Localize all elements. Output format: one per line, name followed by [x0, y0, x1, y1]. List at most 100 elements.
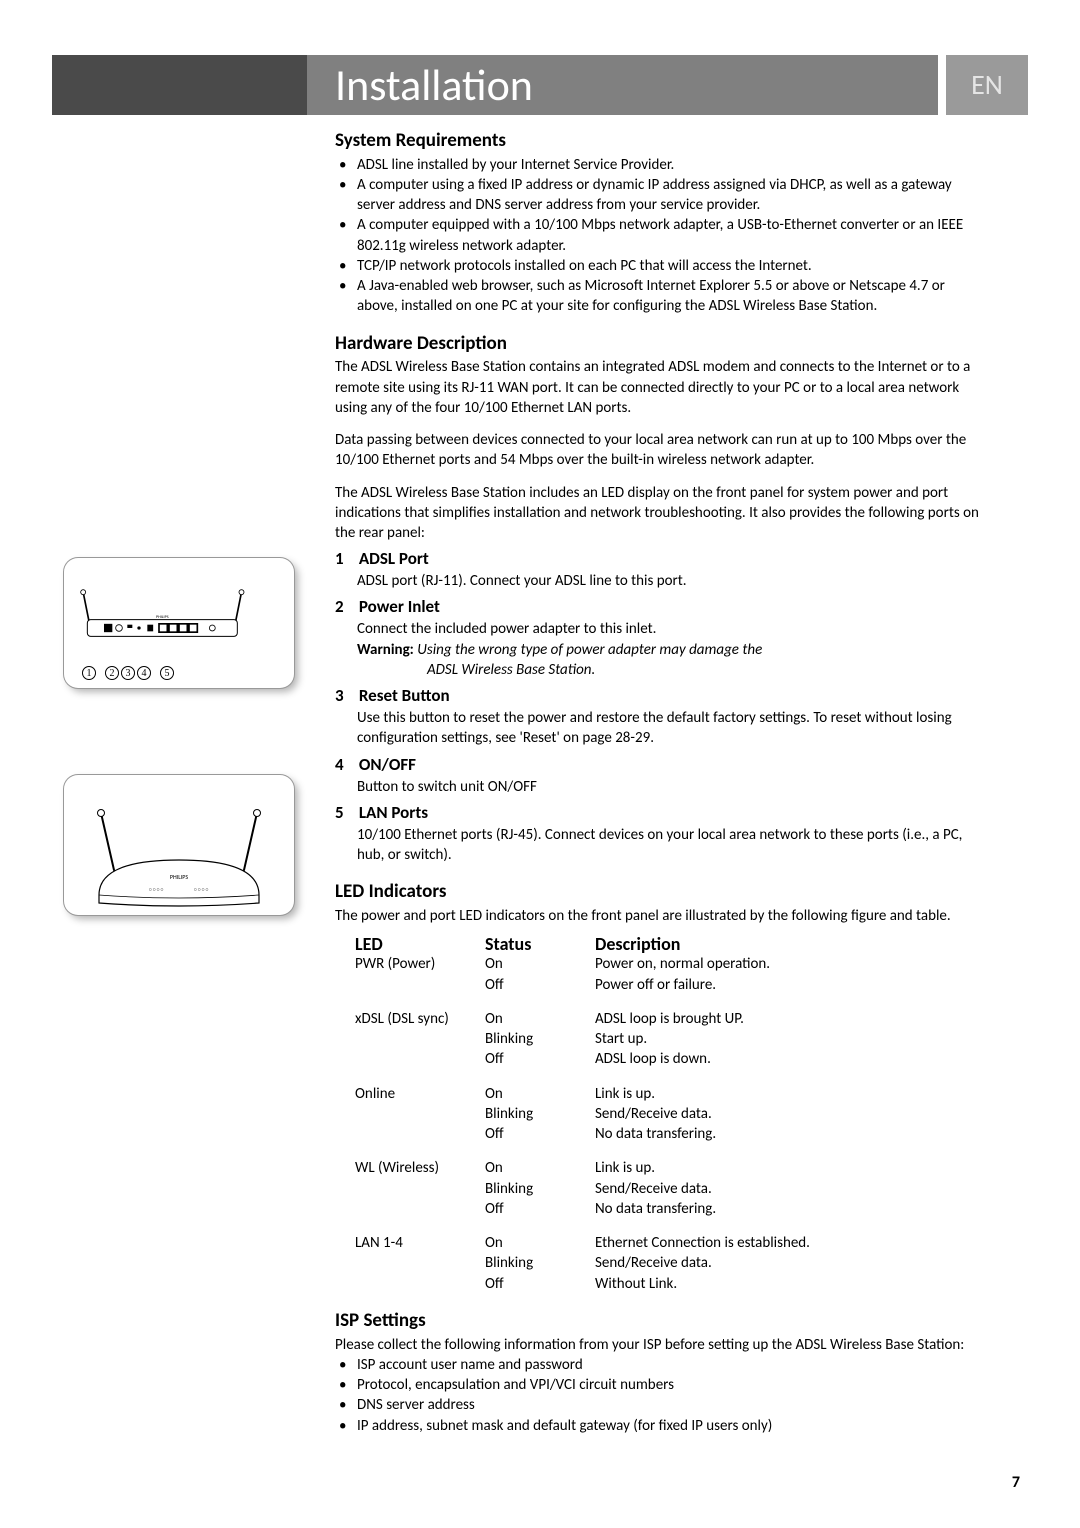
table-row: LAN 1-4OnEthernet Connection is establis… — [355, 1233, 965, 1294]
table-subrow: PWR (Power)OnPower on, normal operation. — [355, 954, 965, 974]
table-subrow: OffPower off or failure. — [355, 975, 965, 995]
table-subrow: WL (Wireless)OnLink is up. — [355, 1158, 965, 1178]
table-header-row: LED Status Description — [355, 932, 965, 956]
heading-adsl-port: 1 ADSL Port — [335, 548, 983, 571]
col-header-led: LED — [355, 932, 485, 956]
cell-led — [355, 1049, 485, 1069]
page-title: Installation — [307, 55, 938, 115]
callout-2: 2 — [105, 666, 119, 680]
cell-led — [355, 1199, 485, 1219]
cell-description: No data transfering. — [595, 1199, 965, 1219]
header-accent-block — [52, 55, 307, 115]
cell-status: On — [485, 954, 595, 974]
cell-led: PWR (Power) — [355, 954, 485, 974]
cell-description: Power off or failure. — [595, 975, 965, 995]
heading-hardware-description: Hardware Description — [335, 331, 983, 357]
col-header-status: Status — [485, 932, 595, 956]
cell-status: Off — [485, 1049, 595, 1069]
paragraph: The ADSL Wireless Base Station contains … — [335, 357, 983, 418]
sub-title: ADSL Port — [359, 548, 429, 569]
table-row: WL (Wireless)OnLink is up.BlinkingSend/R… — [355, 1158, 965, 1219]
cell-led: Online — [355, 1084, 485, 1104]
heading-on-off: 4 ON/OFF — [335, 754, 983, 777]
isp-list: ISP account user name and password Proto… — [335, 1355, 983, 1436]
cell-status: Off — [485, 1199, 595, 1219]
list-item: DNS server address — [357, 1395, 983, 1415]
table-subrow: BlinkingSend/Receive data. — [355, 1104, 965, 1124]
left-figure-column: PHILIPS 1 234 5 PHILIPS — [52, 115, 307, 1528]
language-tab: EN — [946, 55, 1028, 115]
cell-status: Blinking — [485, 1029, 595, 1049]
sub-title: Power Inlet — [359, 596, 440, 617]
cell-status: On — [485, 1084, 595, 1104]
page-number: 7 — [1012, 1472, 1020, 1494]
list-item: TCP/IP network protocols installed on ea… — [357, 256, 983, 276]
cell-description: ADSL loop is down. — [595, 1049, 965, 1069]
paragraph: Connect the included power adapter to th… — [335, 619, 983, 639]
cell-description: Power on, normal operation. — [595, 954, 965, 974]
table-row: PWR (Power)OnPower on, normal operation.… — [355, 954, 965, 995]
cell-led — [355, 1253, 485, 1273]
callout-3: 3 — [121, 666, 135, 680]
cell-led — [355, 1124, 485, 1144]
callout-4: 4 — [137, 666, 151, 680]
cell-description: Send/Receive data. — [595, 1104, 965, 1124]
warning-text: Using the wrong type of power adapter ma… — [417, 641, 762, 659]
table-subrow: BlinkingSend/Receive data. — [355, 1179, 965, 1199]
svg-text:PHILIPS: PHILIPS — [170, 873, 188, 881]
svg-text:○ ○ ○ ○: ○ ○ ○ ○ — [194, 887, 209, 893]
cell-status: On — [485, 1233, 595, 1253]
cell-led: xDSL (DSL sync) — [355, 1009, 485, 1029]
table-subrow: OffWithout Link. — [355, 1274, 965, 1294]
paragraph: Use this button to reset the power and r… — [335, 708, 983, 749]
cell-description: Link is up. — [595, 1158, 965, 1178]
sysreq-list: ADSL line installed by your Internet Ser… — [335, 155, 983, 317]
cell-status: Off — [485, 975, 595, 995]
cell-status: Blinking — [485, 1253, 595, 1273]
cell-description: Without Link. — [595, 1274, 965, 1294]
table-subrow: LAN 1-4OnEthernet Connection is establis… — [355, 1233, 965, 1253]
router-rear-icon: PHILIPS — [79, 588, 246, 638]
callout-1: 1 — [82, 666, 96, 680]
table-subrow: OffNo data transfering. — [355, 1124, 965, 1144]
cell-led — [355, 1179, 485, 1199]
heading-system-requirements: System Requirements — [335, 128, 983, 154]
list-item: A computer equipped with a 10/100 Mbps n… — [357, 215, 983, 256]
cell-status: Blinking — [485, 1179, 595, 1199]
list-item: A Java-enabled web browser, such as Micr… — [357, 276, 983, 317]
cell-description: No data transfering. — [595, 1124, 965, 1144]
paragraph: The ADSL Wireless Base Station includes … — [335, 483, 983, 544]
svg-text:PHILIPS: PHILIPS — [156, 615, 169, 620]
svg-text:○ ○ ○ ○: ○ ○ ○ ○ — [149, 887, 164, 893]
table-subrow: xDSL (DSL sync)OnADSL loop is brought UP… — [355, 1009, 965, 1029]
router-front-icon: PHILIPS ○ ○ ○ ○ ○ ○ ○ ○ — [79, 805, 279, 915]
warning-label: Warning: — [357, 641, 414, 659]
list-item: Protocol, encapsulation and VPI/VCI circ… — [357, 1375, 983, 1395]
table-subrow: OffNo data transfering. — [355, 1199, 965, 1219]
cell-led — [355, 1104, 485, 1124]
list-item: ISP account user name and password — [357, 1355, 983, 1375]
list-item: A computer using a fixed IP address or d… — [357, 175, 983, 216]
col-header-description: Description — [595, 932, 965, 956]
cell-status: Off — [485, 1124, 595, 1144]
paragraph: Please collect the following information… — [335, 1335, 983, 1355]
callout-5: 5 — [160, 666, 174, 680]
main-content: System Requirements ADSL line installed … — [335, 128, 983, 1436]
cell-description: Send/Receive data. — [595, 1179, 965, 1199]
cell-description: Ethernet Connection is established. — [595, 1233, 965, 1253]
sub-title: ON/OFF — [359, 754, 416, 775]
table-subrow: OnlineOnLink is up. — [355, 1084, 965, 1104]
cell-status: On — [485, 1158, 595, 1178]
figure-callouts: 1 234 5 — [82, 664, 176, 680]
paragraph: Button to switch unit ON/OFF — [335, 777, 983, 797]
cell-description: ADSL loop is brought UP. — [595, 1009, 965, 1029]
cell-led: LAN 1-4 — [355, 1233, 485, 1253]
cell-status: On — [485, 1009, 595, 1029]
cell-led: WL (Wireless) — [355, 1158, 485, 1178]
paragraph: ADSL port (RJ-11). Connect your ADSL lin… — [335, 571, 983, 591]
table-subrow: BlinkingSend/Receive data. — [355, 1253, 965, 1273]
cell-status: Blinking — [485, 1104, 595, 1124]
table-subrow: OffADSL loop is down. — [355, 1049, 965, 1069]
figure-router-front: PHILIPS ○ ○ ○ ○ ○ ○ ○ ○ — [64, 775, 294, 915]
paragraph: The power and port LED indicators on the… — [335, 906, 983, 926]
